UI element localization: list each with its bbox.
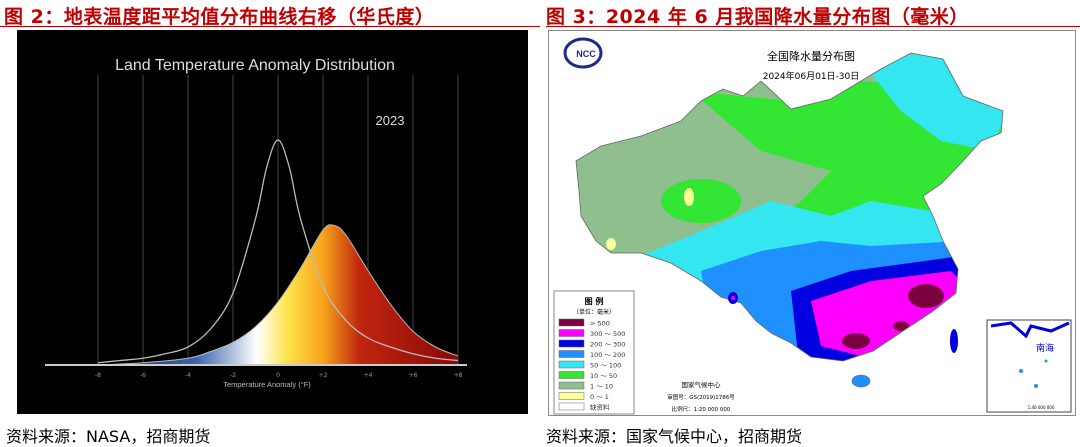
legend-label: > 500 — [590, 320, 610, 328]
x-tick-label: +2 — [319, 372, 328, 379]
x-tick-label: 0 — [276, 372, 280, 379]
legend-label: 50 ～ 100 — [590, 362, 621, 370]
left-source: 资料来源：NASA，招商期货 — [6, 427, 211, 446]
legend-label: 10 ～ 50 — [590, 372, 617, 380]
x-tick-label: -8 — [95, 372, 101, 379]
legend-swatch — [558, 350, 585, 358]
precipitation-map: NCC 全国降水量分布图 2024年06月01日-30日 南海 1:40 000… — [548, 30, 1076, 416]
legend-label: 0 ～ 1 — [590, 393, 609, 401]
legend-label: 100 ～ 200 — [590, 351, 625, 359]
inset-scale: 1:40 000 000 — [1028, 405, 1055, 410]
x-tick-label: -6 — [140, 372, 146, 379]
map-approval: 审图号：GS(2019)1786号 — [667, 393, 735, 401]
year-annotation: 2023 — [376, 113, 405, 128]
svg-text:NCC: NCC — [576, 49, 596, 59]
legend-swatch — [558, 392, 585, 400]
china-outline — [575, 52, 1004, 362]
legend-item: 缺资料 — [558, 402, 610, 412]
legend-item: 300 ～ 500 — [558, 329, 625, 338]
taiwan-island — [950, 329, 958, 353]
series-2023-outline — [97, 224, 459, 366]
legend-unit: （单位：毫米） — [573, 308, 615, 316]
legend-label: 300 ～ 500 — [590, 330, 625, 338]
legend-swatch — [558, 381, 585, 390]
x-tick-label: -2 — [230, 372, 236, 379]
legend-swatch — [558, 402, 585, 411]
south-china-sea-inset — [986, 319, 1072, 413]
ncc-logo: NCC — [563, 37, 603, 69]
legend-swatch — [558, 329, 585, 337]
right-figure-title: 图 3：2024 年 6 月我国降水量分布图（毫米） — [546, 6, 969, 28]
title-rule — [0, 26, 540, 27]
baseline-curve — [97, 139, 459, 364]
inset-label: 南海 — [1036, 342, 1054, 354]
map-date: 2024年06月01日-30日 — [763, 70, 860, 82]
legend-swatch — [558, 360, 585, 369]
legend-item: 200 ～ 300 — [558, 339, 625, 349]
right-source: 资料来源：国家气候中心，招商期货 — [546, 427, 803, 446]
chart-title: Land Temperature Anomaly Distribution — [115, 57, 395, 74]
title-rule — [546, 26, 1080, 27]
legend-label: 1 ～ 10 — [590, 383, 613, 391]
legend-item: 0 ～ 1 — [558, 392, 609, 401]
legend-item: 100 ～ 200 — [558, 350, 625, 359]
legend-item: 50 ～ 100 — [558, 360, 621, 370]
legend-item: 1 ～ 10 — [558, 381, 613, 391]
legend-swatch — [558, 318, 585, 327]
legend-item: 10 ～ 50 — [558, 371, 617, 380]
series-2023-area — [98, 224, 458, 365]
legend-label: 缺资料 — [590, 403, 610, 412]
temperature-anomaly-chart: Land Temperature Anomaly Distribution 20… — [17, 30, 528, 414]
left-figure-title: 图 2：地表温度距平均值分布曲线右移（华氏度） — [4, 6, 435, 28]
legend-swatch — [558, 371, 585, 379]
legend-label: 200 ～ 300 — [590, 341, 625, 349]
map-legend: 图 例 （单位：毫米） > 500 300 ～ 500 200 ～ 300 100 ～… — [553, 290, 635, 415]
x-tick-label: -4 — [185, 372, 191, 379]
legend-title: 图 例 — [585, 296, 604, 306]
x-tick-label: +4 — [364, 372, 373, 379]
map-title: 全国降水量分布图 — [767, 49, 855, 63]
legend-item: > 500 — [558, 318, 610, 328]
map-credit: 国家气候中心 — [682, 380, 722, 389]
x-tick-label: +6 — [409, 372, 418, 379]
hainan-island — [851, 374, 871, 388]
x-axis-label: Temperature Anomaly (°F) — [223, 380, 311, 389]
x-tick-label: +8 — [454, 372, 463, 379]
map-scale: 比例尺：1:20 000 000 — [672, 405, 731, 413]
legend-swatch — [558, 339, 585, 348]
